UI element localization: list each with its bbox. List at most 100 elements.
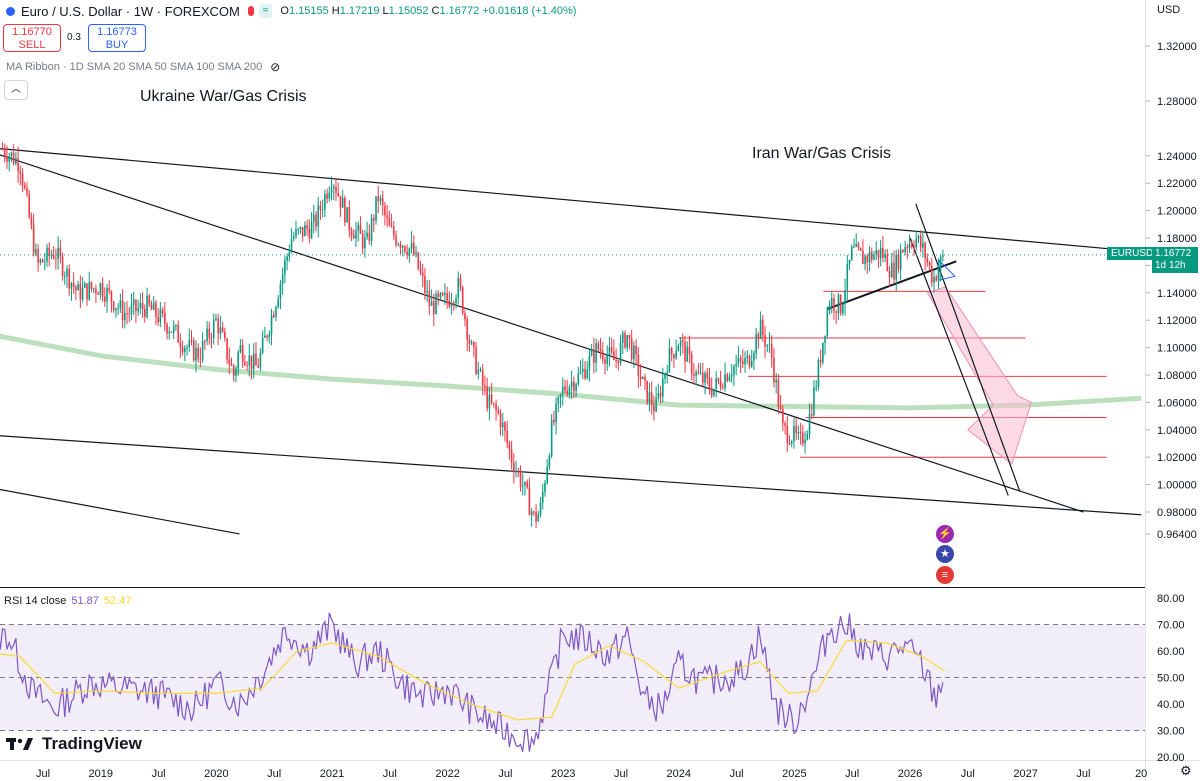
candle-body <box>3 149 6 157</box>
candle-body <box>802 432 804 444</box>
candle-body <box>873 254 875 260</box>
candle-body <box>99 283 102 295</box>
candle-body <box>464 313 466 320</box>
price-tick-label: 1.24000 <box>1157 151 1197 163</box>
price-tick-label: 1.20000 <box>1157 206 1197 218</box>
candle-body <box>548 455 551 467</box>
tradingview-logo[interactable]: TradingView <box>6 734 142 754</box>
candle-body <box>424 276 426 293</box>
candle-body <box>39 259 42 263</box>
candle-body <box>913 246 915 248</box>
rsi-ma-line <box>0 639 946 721</box>
candle-body <box>292 236 295 239</box>
candle-body <box>241 345 244 363</box>
rsi-legend[interactable]: RSI 14 close 51.87 52.47 <box>4 595 132 607</box>
candle-body <box>690 354 693 375</box>
candle-body <box>199 358 202 360</box>
currency-label[interactable]: USD <box>1157 4 1181 16</box>
candle-body <box>890 262 893 278</box>
candle-body <box>613 351 615 361</box>
candle-body <box>597 343 600 349</box>
candle-body <box>470 342 473 344</box>
candle-body <box>857 243 860 249</box>
candle-body <box>539 502 542 515</box>
candle-body <box>275 307 277 318</box>
candle-body <box>261 337 264 353</box>
candle-body <box>48 247 51 257</box>
candle-body <box>288 252 291 257</box>
candle-body <box>344 197 346 223</box>
time-tick-label: 2019 <box>89 768 113 780</box>
event-eu-icon[interactable]: ★ <box>936 545 954 563</box>
candle-body <box>230 364 233 366</box>
time-tick-label: Jul <box>383 768 397 780</box>
candle-body <box>75 286 77 291</box>
candle-body <box>699 372 702 374</box>
candle-body <box>248 355 251 366</box>
candle-body <box>175 325 177 327</box>
candle-body <box>842 303 844 314</box>
sell-button[interactable]: 1.16770 SELL <box>3 24 61 52</box>
candle-body <box>793 425 795 442</box>
candle-body <box>386 215 388 218</box>
candle-body <box>8 156 11 162</box>
candle-body <box>19 171 22 174</box>
candle-body <box>493 402 495 404</box>
candle-body <box>888 271 891 278</box>
candle-body <box>517 470 520 472</box>
hide-eye-icon[interactable]: ⊘ <box>270 60 281 74</box>
candle-body <box>12 152 15 164</box>
candle-body <box>124 313 126 321</box>
time-tick-label: Jul <box>730 768 744 780</box>
candle-body <box>419 268 422 273</box>
candle-body <box>628 335 631 339</box>
candle-body <box>590 349 593 356</box>
candle-body <box>195 347 197 361</box>
candle-body <box>762 319 764 335</box>
candle-body <box>833 298 835 312</box>
candle-body <box>104 296 106 302</box>
candle-body <box>137 307 139 312</box>
candle-body <box>570 381 573 388</box>
candle-body <box>715 378 717 389</box>
candle-body <box>219 327 222 334</box>
candle-body <box>566 390 569 395</box>
candle-body <box>312 214 315 222</box>
price-tick-label: 1.28000 <box>1157 96 1197 108</box>
price-tick-label: 1.12000 <box>1157 315 1197 327</box>
candle-body <box>684 341 686 362</box>
buy-button[interactable]: 1.16773 BUY <box>88 24 146 52</box>
candle-body <box>368 232 371 241</box>
candle-body <box>601 351 604 360</box>
event-us-icon[interactable]: ≡ <box>936 566 954 584</box>
candle-body <box>606 355 609 364</box>
candle-body <box>259 352 262 368</box>
candle-body <box>226 338 228 360</box>
candle-body <box>244 362 246 365</box>
indicator-label: MA Ribbon · 1D SMA 20 SMA 50 SMA 100 SMA… <box>6 61 263 73</box>
candle-body <box>126 313 128 315</box>
candle-body <box>788 443 791 445</box>
candle-body <box>837 294 840 314</box>
candle-body <box>257 365 259 368</box>
event-lightning-icon[interactable]: ⚡ <box>936 525 954 543</box>
gear-icon[interactable]: ⚙ <box>1180 763 1192 778</box>
symbol-title[interactable]: Euro / U.S. Dollar · 1W · FOREXCOM <box>21 3 240 19</box>
candle-body <box>508 442 511 450</box>
candle-body <box>59 247 62 257</box>
candle-body <box>135 299 137 312</box>
candles-group <box>1 142 944 529</box>
price-tick-label: 1.00000 <box>1157 480 1197 492</box>
indicator-legend[interactable]: MA Ribbon · 1D SMA 20 SMA 50 SMA 100 SMA… <box>6 60 280 74</box>
candle-body <box>97 293 99 295</box>
candle-body <box>455 297 457 304</box>
candle-body <box>310 221 313 239</box>
last-price-label: 1.16772 1d 12h <box>1152 247 1198 273</box>
candle-body <box>115 308 117 311</box>
candle-body <box>637 354 640 376</box>
chevron-up-icon[interactable]: ︿ <box>4 80 28 100</box>
candle-body <box>499 412 502 428</box>
time-tick-label: Jul <box>845 768 859 780</box>
candle-body <box>215 318 217 321</box>
